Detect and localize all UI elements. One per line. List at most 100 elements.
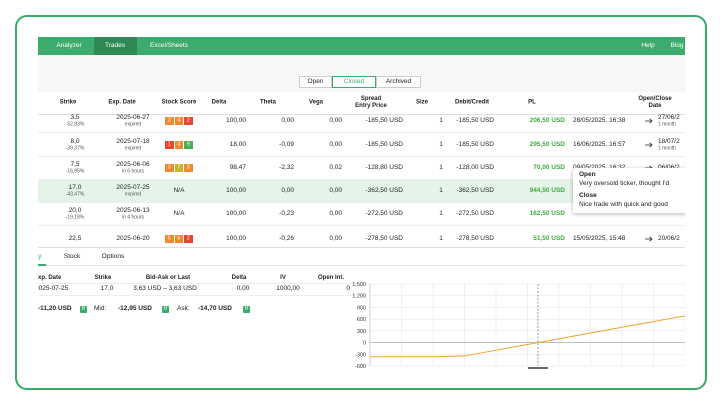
expiry: 2025-06-13	[116, 206, 150, 214]
nav-tab[interactable]: Analyzer	[56, 41, 82, 49]
score-value: 4	[177, 141, 181, 148]
detail-tab[interactable]: Options	[101, 252, 125, 260]
active-tab-underline	[38, 264, 46, 266]
y-tick-label: 300	[357, 329, 366, 335]
strike-change: -16,85%	[65, 168, 85, 175]
arrow	[645, 236, 653, 242]
column-header: Delta	[211, 99, 227, 106]
closed: 06/06/2	[658, 164, 680, 172]
tooltip-text: Very oversold ticker, thought I'd	[579, 179, 670, 187]
badge	[162, 305, 169, 313]
arrow	[645, 118, 653, 124]
tooltip	[573, 168, 685, 213]
score-box	[165, 235, 174, 243]
nav-link[interactable]: Help	[641, 41, 655, 49]
size: 1	[439, 163, 443, 171]
score: N/A	[173, 186, 185, 194]
delta: 100,00	[226, 186, 246, 194]
delta: 18,00	[229, 140, 246, 148]
tooltip-title: Close	[579, 191, 597, 199]
detail-cell: 0,00	[236, 284, 250, 292]
filter-label[interactable]: Archived	[385, 77, 412, 85]
delta: 98,47	[229, 163, 246, 171]
filter-label[interactable]: Closed	[343, 77, 365, 85]
strike-change: -19,18%	[65, 214, 85, 221]
y-tick-label: 900	[357, 305, 366, 311]
strike: 7,5	[70, 160, 80, 168]
nav-bar	[38, 37, 685, 55]
expiry: 2025-06-27	[116, 113, 150, 121]
score-value: 3	[167, 164, 171, 171]
size: 1	[439, 140, 443, 148]
column-header: Size	[415, 99, 429, 106]
frame	[15, 15, 707, 390]
score-value: 4	[177, 117, 181, 124]
score-box	[174, 117, 183, 125]
badge-label: B	[81, 305, 86, 312]
detail-row-border	[38, 295, 358, 296]
tab-border	[38, 265, 685, 266]
score-box	[165, 117, 174, 125]
expiry: 2025-06-20	[116, 234, 150, 242]
strike: 8,0	[70, 137, 80, 145]
price-label: Ask:	[177, 304, 190, 312]
row-border	[38, 225, 685, 226]
detail-tab[interactable]: gy	[38, 252, 42, 260]
active-tab-bg	[94, 37, 137, 55]
strike: 22,5	[68, 234, 82, 242]
closed: 18/07/2	[658, 137, 680, 145]
opened: 15/05/2025, 15:48	[573, 234, 626, 242]
badge-label: B	[163, 305, 168, 312]
strike-change: -39,37%	[65, 145, 85, 152]
nav-tab[interactable]: Excel/Sheets	[150, 41, 188, 49]
score-box	[165, 164, 174, 172]
filter-button[interactable]	[299, 76, 332, 88]
size: 1	[439, 116, 443, 124]
column-header: Stock Score	[161, 99, 197, 106]
y-tick-label: -600	[355, 364, 366, 370]
detail-tab[interactable]: Stock	[63, 252, 81, 260]
score-value: 7	[177, 164, 181, 171]
score-value: 2	[186, 117, 190, 124]
debit-credit: -272,50 USD	[456, 209, 494, 217]
badge	[80, 305, 87, 313]
expiry-note: in 4 hours	[122, 214, 144, 221]
filter-label[interactable]: Open	[307, 77, 324, 85]
detail-column: IV	[280, 275, 286, 281]
tooltip-text: Nice trade with quick and good	[579, 200, 668, 208]
table-header-border	[38, 114, 685, 115]
y-tick-label: -300	[355, 352, 366, 358]
score-value: 5	[167, 235, 171, 242]
debit-credit: -362,50 USD	[456, 186, 494, 194]
duration: 1 month	[658, 145, 677, 152]
strike: 3,5	[70, 113, 80, 121]
nav-link[interactable]: Blog	[670, 41, 684, 49]
column-header: Spread Entry Price	[355, 96, 387, 109]
badge-label: B	[244, 305, 249, 312]
column-header: Strike	[59, 99, 77, 106]
expiry: 2025-07-18	[116, 137, 150, 145]
y-tick-label: 0	[363, 341, 366, 347]
price-value: -12,95 USD	[118, 304, 152, 312]
nav-tab[interactable]: Trades	[105, 41, 125, 49]
price-value: -11,20 USD	[38, 304, 72, 312]
payoff-chart: 1,500 1,200 900 600 300 0 -300 -600	[352, 282, 685, 370]
vega: 0,00	[329, 234, 342, 242]
detail-cell: 3,63 USD – 3,63 USD	[133, 284, 197, 292]
filter-button[interactable]	[376, 76, 421, 88]
detail-column: Delta	[231, 275, 247, 281]
column-header: Exp. Date	[108, 99, 136, 106]
debit-credit: -185,50 USD	[456, 140, 494, 148]
filter-button[interactable]	[332, 76, 376, 88]
score-box	[165, 141, 174, 149]
detail-cell: 1000,00	[276, 284, 300, 292]
theta: -2,32	[279, 163, 294, 171]
vega: 0,00	[329, 186, 342, 194]
score-box	[184, 164, 193, 172]
theta: 0,00	[281, 186, 294, 194]
price-value: -14,70 USD	[198, 304, 232, 312]
entry-price: -128,80 USD	[365, 163, 403, 171]
entry-price: -185,50 USD	[365, 140, 403, 148]
column-header: Vega	[308, 99, 324, 106]
column-header: Open/Close Date	[638, 96, 672, 109]
